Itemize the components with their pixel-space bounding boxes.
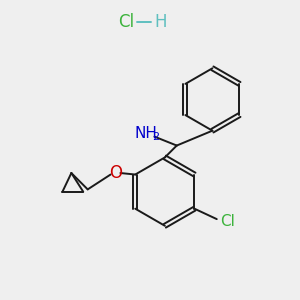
Text: NH: NH bbox=[134, 126, 157, 141]
Text: O: O bbox=[110, 164, 122, 182]
Text: 2: 2 bbox=[152, 132, 160, 142]
Text: Cl: Cl bbox=[220, 214, 235, 229]
Text: Cl: Cl bbox=[118, 13, 134, 31]
Text: H: H bbox=[154, 13, 167, 31]
